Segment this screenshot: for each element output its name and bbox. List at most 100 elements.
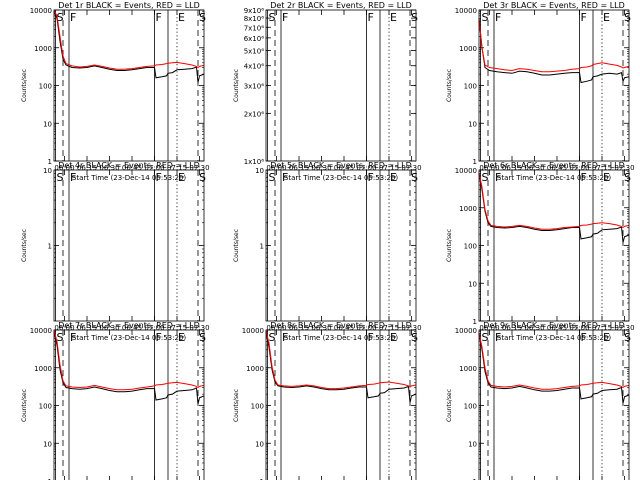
x-tick-label: 06:30 (311, 324, 331, 332)
y-tick-label: 7x10⁶ (244, 24, 265, 32)
x-tick-label: 06:15 (289, 164, 309, 172)
event-marker-label: E (603, 11, 610, 24)
event-marker-label: F (282, 11, 288, 24)
panel-det-3: Det 3r BLACK = Events, RED = LLD Counts/s… (446, 1, 635, 182)
event-marker-label: E (178, 171, 185, 184)
y-tick-label: 3x10⁶ (244, 83, 265, 91)
plot-frame (265, 329, 417, 480)
x-tick-label: 07:00 (356, 324, 376, 332)
x-tick-label: 06:30 (311, 164, 331, 172)
event-marker-label: F (70, 331, 76, 344)
series-line-lld (478, 18, 630, 73)
x-tick-label: 07:00 (569, 324, 589, 332)
x-tick-label: 06:45 (547, 164, 567, 172)
event-marker-label: E (390, 171, 397, 184)
plot-frame (53, 9, 205, 162)
panel-det-9: Det 9r BLACK = Events, RED = LLD Counts/s… (446, 321, 631, 480)
panel-title: Det 9r BLACK = Events, RED = LLD (483, 321, 625, 330)
x-tick-label: 07:15 (379, 164, 399, 172)
event-marker-label: S (482, 11, 489, 24)
event-marker-label: S (269, 11, 276, 24)
series-line-events (478, 173, 630, 243)
y-tick-label: 1 (48, 243, 52, 251)
event-marker-label: S (482, 171, 489, 184)
y-axis-label: Counts/sec (446, 229, 453, 262)
event-marker-label: F (368, 331, 374, 344)
event-marker-label: E (603, 331, 610, 344)
event-marker-label: S (199, 11, 206, 24)
x-tick-label: 07:15 (592, 164, 612, 172)
event-marker-label: F (70, 171, 76, 184)
y-tick-label: 1000 (459, 205, 477, 213)
panel-title: Det 1r BLACK = Events, RED = LLD (58, 1, 200, 10)
event-marker-label: F (495, 171, 501, 184)
x-tick-label: 07:30 (189, 324, 209, 332)
x-tick-label: 07:30 (614, 164, 634, 172)
event-marker-label: E (390, 331, 397, 344)
panel-det-8: Det 8r BLACK = Events, RED = LLD Counts/s… (233, 321, 418, 480)
plot-frame (265, 9, 417, 162)
y-tick-label: 10 (43, 120, 52, 128)
panel-det-2: Det 2r BLACK = Events, RED = LLD Counts/s… (233, 1, 422, 182)
y-axis-label: Counts/sec (233, 389, 240, 422)
event-marker-label: F (581, 331, 587, 344)
x-tick-label: 07:30 (401, 324, 421, 332)
panel-title: Det 2r BLACK = Events, RED = LLD (270, 1, 412, 10)
y-tick-label: 10 (43, 167, 52, 175)
y-tick-label: 10 (43, 440, 52, 448)
event-marker-label: S (199, 331, 206, 344)
x-tick-label: 07:00 (569, 164, 589, 172)
x-tick-label: 07:00 (144, 164, 164, 172)
x-tick-label: 06:15 (502, 164, 522, 172)
panel-det-7: Det 7r BLACK = Events, RED = LLD Counts/s… (21, 321, 206, 480)
x-tick-label: 06:00 (54, 164, 74, 172)
event-marker-label: S (57, 11, 64, 24)
panel-title: Det 4r BLACK = Events, RED = LLD (58, 161, 200, 170)
y-axis-label: Counts/sec (21, 389, 28, 422)
x-tick-label: 07:15 (167, 324, 187, 332)
event-marker-label: S (482, 331, 489, 344)
x-tick-label: 07:30 (401, 164, 421, 172)
x-tick-label: 06:00 (266, 324, 286, 332)
y-tick-label: 6x10⁶ (244, 35, 265, 43)
event-marker-label: F (156, 171, 162, 184)
event-marker-label: F (581, 11, 587, 24)
y-tick-label: 100 (251, 403, 264, 411)
y-tick-label: 5x10⁶ (244, 47, 265, 55)
y-tick-label: 10 (255, 440, 264, 448)
y-tick-label: 100 (39, 83, 52, 91)
y-tick-label: 8x10⁶ (244, 15, 265, 23)
x-tick-label: 06:30 (99, 324, 119, 332)
y-tick-label: 1 (260, 478, 264, 480)
y-tick-label: 1 (48, 158, 52, 166)
x-tick-label: 06:00 (479, 164, 499, 172)
y-tick-label: 10000 (242, 327, 264, 335)
x-tick-label: 06:00 (54, 324, 74, 332)
y-tick-label: 100 (39, 403, 52, 411)
y-tick-label: 1000 (459, 45, 477, 53)
y-tick-label: 10 (468, 440, 477, 448)
plot-frame (478, 169, 630, 322)
x-axis-label: Start Time (23-Dec-14 05:53:20) (497, 174, 611, 182)
y-tick-label: 2x10⁶ (244, 110, 265, 118)
panel-title: Det 3r BLACK = Events, RED = LLD (483, 1, 625, 10)
panel-title: Det 7r BLACK = Events, RED = LLD (58, 321, 200, 330)
x-tick-label: 07:15 (379, 324, 399, 332)
y-tick-label: 1000 (246, 365, 264, 373)
y-tick-label: 1 (260, 243, 264, 251)
event-marker-label: F (70, 11, 76, 24)
event-marker-label: F (368, 11, 374, 24)
x-axis-label: Start Time (23-Dec-14 05:53:20) (284, 174, 398, 182)
x-tick-label: 06:15 (289, 324, 309, 332)
event-marker-label: F (581, 171, 587, 184)
x-tick-label: 06:15 (77, 324, 97, 332)
plot-frame (478, 329, 630, 480)
event-marker-label: S (269, 331, 276, 344)
x-tick-label: 06:45 (547, 324, 567, 332)
event-marker-label: F (282, 171, 288, 184)
y-tick-label: 10000 (455, 327, 477, 335)
y-tick-label: 1000 (34, 45, 52, 53)
y-axis-label: Counts/sec (446, 69, 453, 102)
event-marker-label: E (390, 11, 397, 24)
plot-frame (478, 9, 630, 162)
